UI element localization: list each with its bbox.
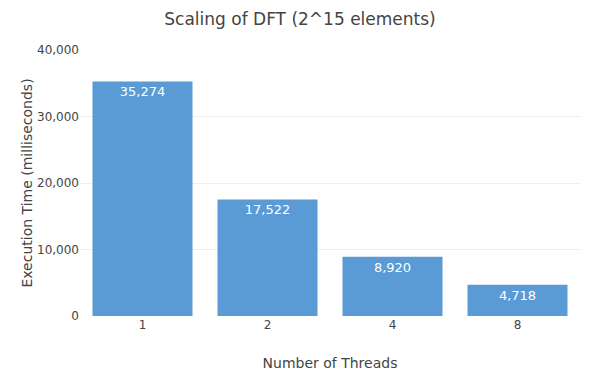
svg-text:35,274: 35,274 [120, 84, 166, 99]
svg-text:17,522: 17,522 [245, 202, 291, 217]
svg-text:4,718: 4,718 [499, 288, 536, 303]
svg-text:20,000: 20,000 [37, 176, 79, 190]
svg-text:10,000: 10,000 [37, 243, 79, 257]
svg-text:4: 4 [389, 318, 397, 332]
svg-text:Execution Time (milliseconds): Execution Time (milliseconds) [19, 78, 35, 287]
svg-text:0: 0 [71, 309, 79, 323]
svg-text:40,000: 40,000 [37, 43, 79, 57]
svg-text:8: 8 [514, 318, 522, 332]
svg-text:30,000: 30,000 [37, 110, 79, 124]
svg-text:Number of Threads: Number of Threads [263, 355, 398, 371]
svg-text:Scaling of DFT (2^15 elements): Scaling of DFT (2^15 elements) [164, 9, 435, 29]
svg-text:1: 1 [139, 318, 147, 332]
svg-text:2: 2 [264, 318, 272, 332]
svg-text:8,920: 8,920 [374, 260, 411, 275]
